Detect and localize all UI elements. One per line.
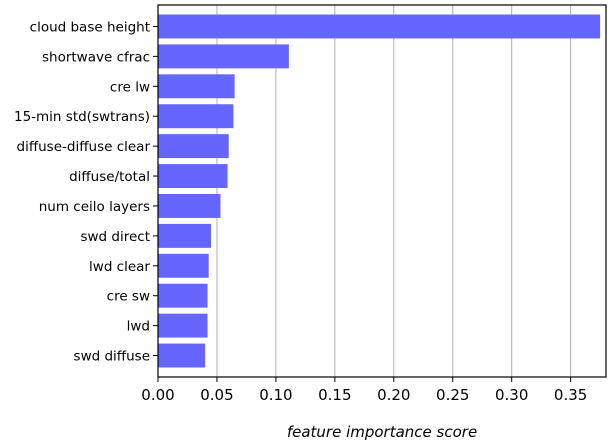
plot-frame (157, 4, 607, 378)
y-tick-label: swd diffuse (74, 349, 150, 365)
x-tick-label: 0.05 (200, 386, 233, 404)
bar (158, 193, 221, 218)
bar (158, 134, 229, 159)
bar (158, 223, 212, 248)
y-tick-label: swd direct (80, 229, 150, 245)
bars (158, 14, 601, 368)
y-tick-label: diffuse/total (69, 169, 150, 185)
y-tick-label: lwd clear (89, 259, 150, 275)
bar (158, 343, 206, 368)
x-axis-label: feature importance score (287, 423, 477, 441)
bar (158, 313, 208, 338)
bar (158, 253, 209, 278)
y-tick-label: diffuse-diffuse clear (17, 139, 151, 155)
x-tick-label: 0.20 (377, 386, 410, 404)
y-tick-label: num ceilo layers (39, 199, 150, 215)
y-tick-label: cre lw (110, 79, 150, 95)
x-tick-label: 0.10 (259, 386, 292, 404)
bar (158, 104, 234, 129)
y-tick-label: cre sw (107, 289, 150, 305)
bar (158, 44, 289, 69)
y-axis-ticks: cloud base height shortwave cfrac cre lw 15… (14, 19, 158, 365)
bar (158, 14, 601, 39)
y-tick-label: lwd (127, 319, 150, 335)
x-tick-label: 0.25 (436, 386, 469, 404)
bar (158, 283, 208, 308)
y-tick-label: cloud base height (30, 19, 150, 35)
bar (158, 164, 228, 189)
x-axis-ticks: 0.00 0.05 0.10 0.15 0.20 0.25 0.30 0.35 (141, 377, 587, 404)
x-tick-label: 0.15 (318, 386, 351, 404)
x-tick-label: 0.30 (495, 386, 528, 404)
x-tick-label: 0.35 (554, 386, 587, 404)
bar (158, 74, 235, 99)
x-tick-label: 0.00 (141, 386, 174, 404)
y-tick-label: shortwave cfrac (42, 49, 150, 65)
y-tick-label: 15-min std(swtrans) (14, 109, 150, 125)
